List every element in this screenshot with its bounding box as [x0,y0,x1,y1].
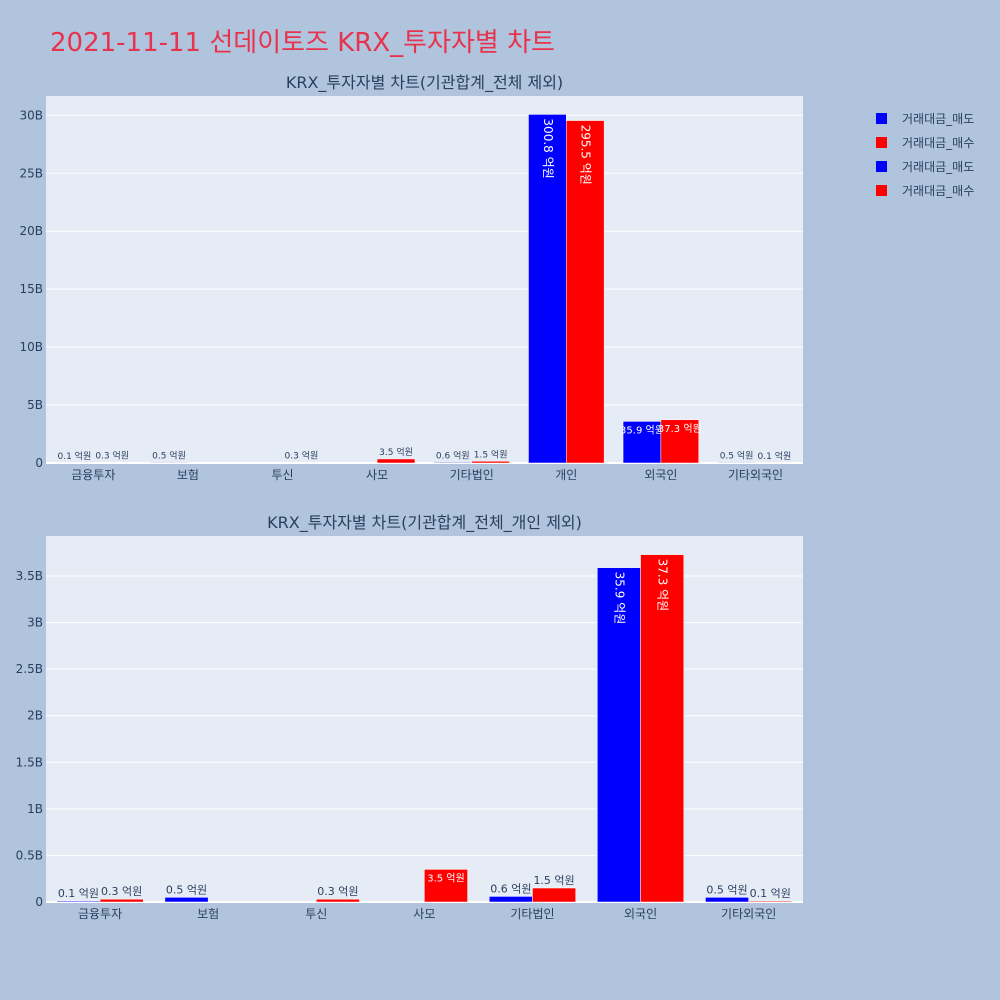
data-label: 0.6 억원 [436,449,470,461]
bar[interactable] [717,462,756,464]
y-tick-label: 2.5B [16,662,43,676]
y-tick-label: 3B [27,616,43,630]
legend-label: 거래대금_매수 [902,183,975,198]
data-label: 1.5 억원 [474,448,508,460]
x-tick-label: 보험 [177,468,199,482]
data-label: 3.5 억원 [427,872,464,884]
data-label: 0.6 억원 [490,882,531,895]
x-tick-label: 투신 [305,907,327,921]
y-tick-label: 25B [19,166,43,180]
chart-title: KRX_투자자별 차트(기관합계_전체_개인 제외) [267,513,582,533]
y-tick-label: 20B [19,224,43,238]
data-label: 37.3 억원 [658,423,702,435]
chart-2: KRX_투자자별 차트(기관합계_전체_개인 제외) 0 0.5B 1B 1.5B 2B 2… [16,513,803,921]
legend-item[interactable]: 거래대금_매도 [876,154,974,178]
x-tick-label: 외국인 [624,907,657,921]
legend-swatch [876,184,887,196]
bar[interactable] [316,898,360,903]
y-tick-label: 10B [19,340,43,354]
data-label: 0.3 억원 [317,885,358,898]
x-tick-label: 기타외국인 [728,468,783,482]
plot-area [46,96,803,463]
x-tick-label: 금융투자 [78,907,122,921]
y-tick-label: 0 [35,456,43,470]
data-label: 0.3 억원 [95,450,129,462]
legend-item[interactable]: 거래대금_매수 [876,130,974,154]
legend-swatch [876,136,887,148]
bar[interactable] [660,419,699,464]
x-tick-label: 외국인 [644,468,677,482]
legend-swatch [876,160,887,172]
bar[interactable] [640,554,685,903]
y-tick-label: 0 [35,895,43,909]
y-tick-label: 2B [27,709,43,723]
y-tick-label: 1.5B [16,755,43,769]
legend-label: 거래대금_매도 [902,159,975,174]
bar[interactable] [376,458,416,464]
data-label: 0.1 억원 [750,887,791,900]
data-label: 0.3 억원 [101,885,142,898]
y-tick-label: 0.5B [16,848,43,862]
x-tick-label: 사모 [366,468,388,482]
plot-area [46,536,803,902]
y-tick-label: 1B [27,802,43,816]
chart-1: KRX_투자자별 차트(기관합계_전체 제외) 0 5B 10B 15B 20B 25B 30… [19,73,803,482]
bar[interactable] [748,900,793,903]
data-label: 0.5 억원 [152,449,186,461]
legend-label: 거래대금_매수 [902,135,975,150]
y-tick-label: 3.5B [16,569,43,583]
x-tick-label: 사모 [413,907,435,921]
chart-title: KRX_투자자별 차트(기관합계_전체 제외) [286,73,563,93]
legend-swatch [876,112,887,124]
data-label: 35.9 억원 [620,424,664,436]
data-label: 0.1 억원 [58,887,99,900]
y-tick-label: 5B [27,398,43,412]
x-tick-label: 투신 [271,468,293,482]
data-label: 37.3 억원 [656,559,670,612]
bar[interactable] [164,897,209,903]
data-label: 3.5 억원 [379,446,413,458]
x-tick-label: 보험 [197,907,219,921]
y-tick-label: 30B [19,108,43,122]
legend-label: 거래대금_매도 [902,111,975,126]
x-tick-label: 기타외국인 [721,907,776,921]
bar[interactable] [471,461,510,464]
bar[interactable] [597,567,641,903]
bar[interactable] [433,462,472,464]
data-label: 300.8 억원 [541,118,555,178]
data-label: 0.1 억원 [758,450,792,462]
bar[interactable] [424,869,468,903]
legend-item[interactable]: 거래대금_매도 [876,106,974,130]
bar[interactable] [488,896,533,903]
x-tick-label: 개인 [555,468,577,482]
data-label: 35.9 억원 [612,572,626,625]
bar[interactable] [99,898,144,903]
bar[interactable] [532,887,576,903]
legend-item[interactable]: 거래대금_매수 [876,178,974,202]
legend: 거래대금_매도 거래대금_매수 거래대금_매도 거래대금_매수 [876,106,974,202]
x-tick-label: 기타법인 [510,907,554,921]
data-label: 0.5 억원 [720,449,754,461]
bar[interactable] [528,114,567,464]
data-label: 0.5 억원 [166,883,207,896]
data-label: 0.3 억원 [285,450,319,462]
x-tick-label: 기타법인 [450,468,494,482]
x-tick-label: 금융투자 [71,468,115,482]
bar[interactable] [56,900,101,903]
bar[interactable] [705,897,749,903]
bar[interactable] [566,120,605,464]
y-tick-label: 15B [19,282,43,296]
data-label: 0.1 억원 [58,450,92,462]
bar[interactable] [622,421,662,464]
data-label: 0.5 억원 [706,883,747,896]
data-label: 295.5 억원 [579,125,593,185]
bar[interactable] [149,462,189,464]
data-label: 1.5 억원 [533,874,574,887]
page-title: 2021-11-11 선데이토즈 KRX_투자자별 차트 [50,28,555,58]
